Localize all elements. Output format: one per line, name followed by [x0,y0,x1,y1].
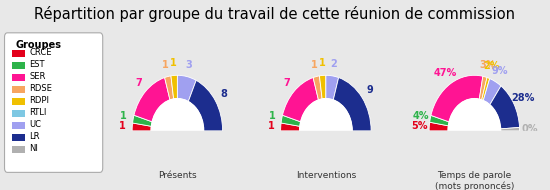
FancyBboxPatch shape [4,33,103,172]
Text: 0%: 0% [521,124,538,134]
Text: Groupes: Groupes [15,40,61,50]
Bar [12,110,25,117]
Wedge shape [132,123,151,131]
Text: 1: 1 [170,58,177,68]
Bar [12,62,25,69]
Text: 2: 2 [331,59,337,69]
Text: 1: 1 [311,60,317,70]
Text: 1: 1 [268,112,276,121]
Wedge shape [326,75,339,100]
Wedge shape [430,115,449,126]
Text: 7: 7 [283,78,290,88]
Wedge shape [283,78,318,122]
Text: 1: 1 [318,58,325,68]
Text: 5%: 5% [411,121,427,131]
Bar [12,74,25,81]
Bar [105,131,250,170]
Text: EST: EST [30,60,45,69]
Wedge shape [431,75,483,122]
Text: 28%: 28% [511,93,535,103]
Bar [12,146,25,154]
Text: 4%: 4% [412,111,429,121]
Bar [254,131,398,170]
Text: 1: 1 [119,121,126,131]
Wedge shape [177,75,196,102]
Bar [12,134,25,141]
Text: RDPI: RDPI [30,96,50,105]
Wedge shape [313,76,322,100]
Circle shape [300,99,352,163]
Wedge shape [280,123,300,131]
Wedge shape [164,76,174,100]
Text: 2%: 2% [483,61,500,71]
Text: 3: 3 [186,60,192,70]
Text: 8: 8 [221,89,227,99]
Text: 1: 1 [267,121,274,131]
Wedge shape [490,86,520,129]
Wedge shape [333,78,371,131]
Text: Temps de parole
(mots prononcés): Temps de parole (mots prononcés) [434,171,514,190]
Wedge shape [281,115,301,126]
Wedge shape [133,115,152,126]
Wedge shape [500,127,520,131]
Text: UC: UC [30,120,42,129]
Text: 47%: 47% [434,68,457,78]
Wedge shape [188,80,223,131]
Bar [12,122,25,129]
Text: RTLI: RTLI [30,108,47,117]
Text: 3%: 3% [479,60,496,70]
Text: 7: 7 [135,78,142,88]
Text: LR: LR [30,132,40,141]
Bar [402,131,547,170]
Text: CRCE: CRCE [30,48,52,57]
Wedge shape [479,76,487,100]
Text: Répartition par groupe du travail de cette réunion de commission: Répartition par groupe du travail de cet… [35,6,515,22]
Wedge shape [483,79,501,105]
Bar [12,98,25,105]
Wedge shape [429,122,448,131]
Wedge shape [320,75,326,99]
Text: NI: NI [30,144,38,153]
Wedge shape [134,78,170,122]
Circle shape [151,99,204,163]
Bar [12,86,25,93]
Wedge shape [171,75,178,99]
Bar [12,50,25,57]
Text: 9%: 9% [492,66,508,76]
Text: 9: 9 [367,85,373,95]
Text: 1: 1 [120,112,127,121]
Text: Interventions: Interventions [296,171,356,180]
Text: RDSE: RDSE [30,84,52,93]
Text: Présents: Présents [158,171,197,180]
Circle shape [448,99,500,163]
Text: SER: SER [30,72,46,81]
Wedge shape [482,78,490,101]
Text: 1: 1 [162,60,169,70]
